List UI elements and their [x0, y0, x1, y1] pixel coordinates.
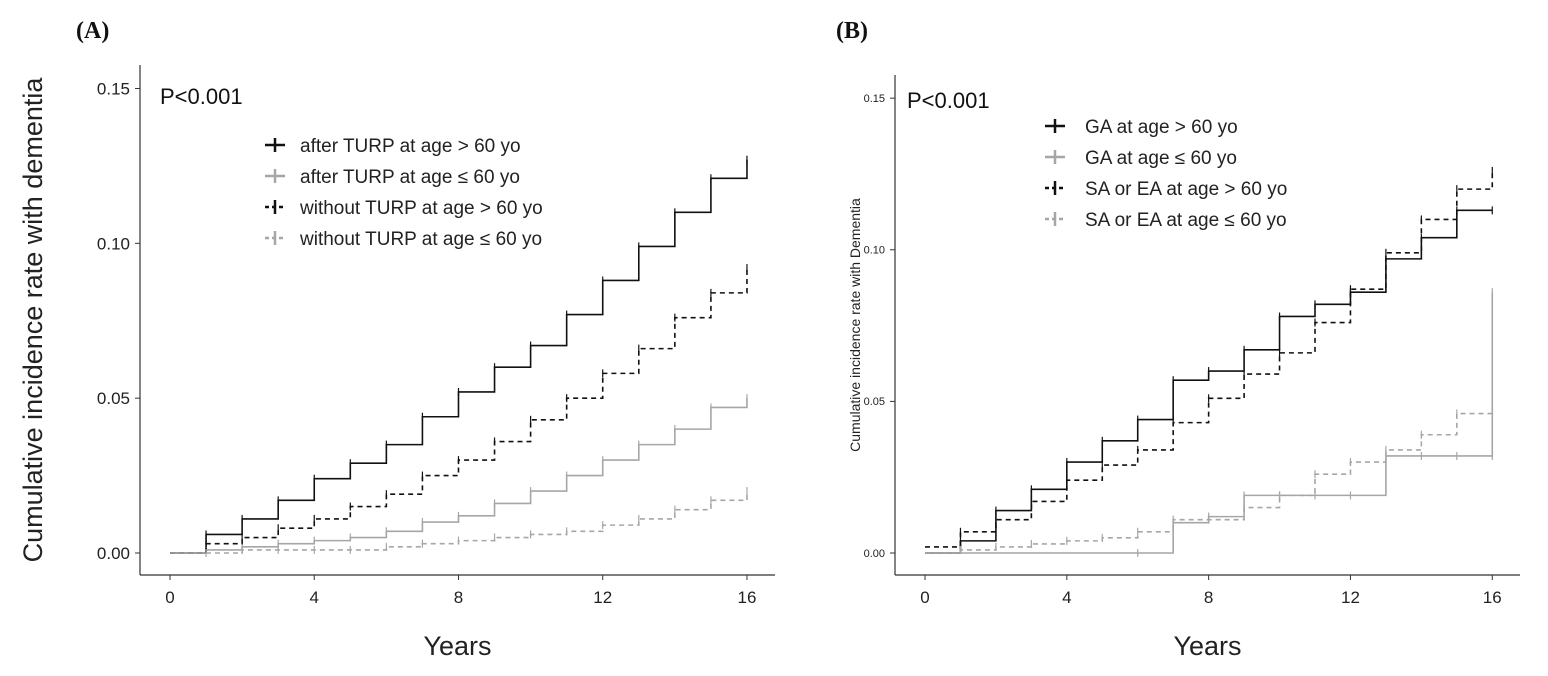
x-tick-label: 16	[1483, 588, 1502, 607]
legend-label: SA or EA at age > 60 yo	[1085, 179, 1287, 200]
y-axis-title: Cumulative incidence rate with Dementia	[847, 198, 863, 452]
y-tick-label: 0.15	[97, 79, 130, 98]
y-tick-label: 0.05	[864, 396, 885, 408]
panel-b-label: (B)	[836, 18, 868, 44]
x-tick-label: 4	[310, 588, 319, 607]
p-value-annotation: P<0.001	[907, 88, 990, 113]
x-tick-label: 0	[920, 588, 929, 607]
x-tick-label: 12	[1341, 588, 1360, 607]
legend-label: without TURP at age > 60 yo	[299, 198, 543, 219]
y-tick-label: 0.00	[97, 544, 130, 563]
chart-a: 0.00 0.05 0.10 0.15 0 4 8 12 16 Years Cumulative i…	[18, 65, 775, 661]
legend-label: GA at age > 60 yo	[1085, 117, 1238, 138]
legend-label: after TURP at age ≤ 60 yo	[300, 167, 520, 188]
legend-label: after TURP at age > 60 yo	[300, 136, 521, 157]
x-tick-label: 4	[1062, 588, 1071, 607]
series-line-4	[170, 491, 748, 554]
x-axis-title: Years	[423, 631, 491, 661]
series-line-2	[170, 398, 748, 554]
x-tick-label: 0	[165, 588, 174, 607]
legend-label: GA at age ≤ 60 yo	[1085, 148, 1237, 169]
y-tick-label: 0.05	[97, 389, 130, 408]
y-tick-label: 0.10	[864, 245, 885, 257]
x-tick-label: 16	[738, 588, 757, 607]
legend-label: without TURP at age ≤ 60 yo	[299, 229, 542, 250]
x-tick-label: 8	[454, 588, 463, 607]
legend-label: SA or EA at age ≤ 60 yo	[1085, 210, 1287, 231]
x-axis-title: Years	[1173, 631, 1241, 661]
y-tick-label: 0.00	[864, 548, 885, 560]
panel-a-label: (A)	[76, 18, 109, 44]
x-tick-label: 8	[1204, 588, 1213, 607]
y-axis-title: Cumulative incidence rate with dementia	[18, 77, 48, 563]
y-tick-label: 0.10	[97, 234, 130, 253]
p-value-annotation: P<0.001	[160, 84, 243, 109]
y-tick-label: 0.15	[864, 93, 885, 105]
series-line-1	[925, 209, 1493, 554]
chart-b: 0.00 0.05 0.10 0.15 0 4 8 12 16 Years Cumulative i…	[847, 75, 1520, 661]
series-line-4	[925, 407, 1494, 554]
x-tick-label: 12	[593, 588, 612, 607]
